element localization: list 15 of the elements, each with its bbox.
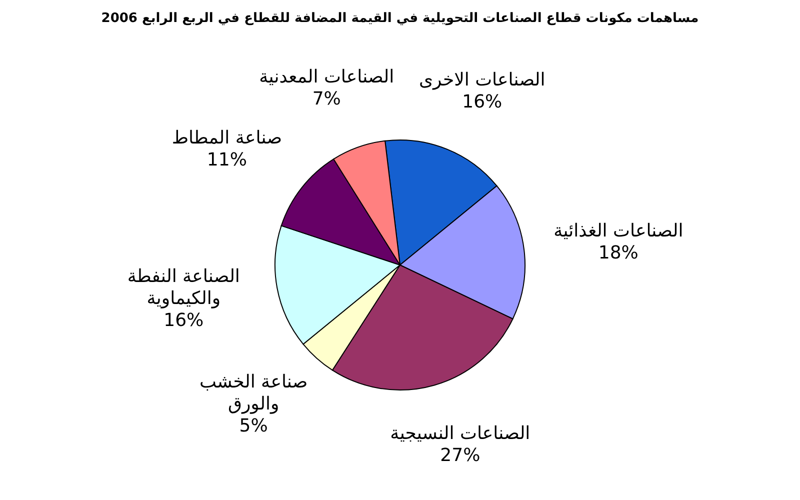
slice-label: الصناعة النفطة والكيماوية: [127, 266, 240, 309]
chart-title: مساهمات مكونات قطاع الصناعات التحويلية في القيمة المضافة للقطاع في الربع الرابع 2006: [101, 11, 699, 26]
slice-label: الصناعات النسيجية: [390, 422, 530, 444]
data-label: 18%: [598, 242, 638, 264]
slice-label: صناعة الخشب والورق: [200, 371, 308, 414]
slice-label: الصناعات الغذائية: [554, 220, 684, 242]
data-label: 16%: [462, 91, 502, 112]
data-label: 7%: [312, 88, 341, 110]
slice-label: الصناعات المعدنية: [259, 66, 394, 88]
data-label: 27%: [440, 444, 480, 466]
slice-label: الصناعات الاخرى: [418, 69, 546, 90]
data-label: 11%: [206, 149, 247, 170]
data-label: 5%: [239, 415, 268, 436]
slice-label: صناعة المطاط: [172, 127, 282, 148]
data-label: 16%: [164, 310, 204, 331]
